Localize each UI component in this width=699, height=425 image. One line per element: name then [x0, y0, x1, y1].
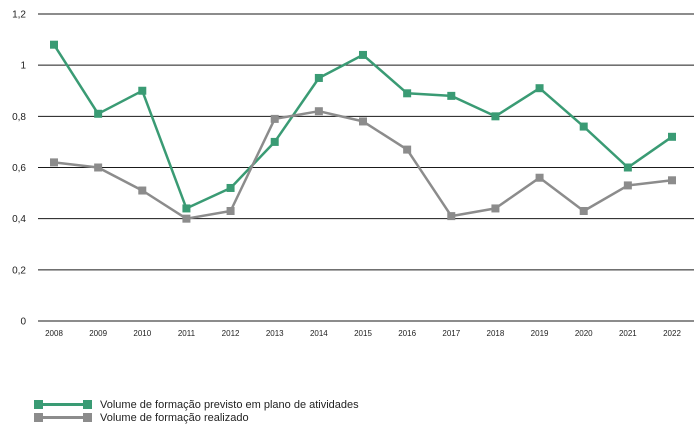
- data-point: [623, 163, 632, 172]
- x-axis-ticks: 2008 2009 2010 2011 2012 2013 2014 2015 2016 2017…: [45, 329, 681, 338]
- y-tick-label: 1,2: [12, 10, 26, 21]
- y-tick-label: 0: [20, 317, 26, 328]
- data-point: [94, 109, 103, 118]
- legend-label-previsto: Volume de formação previsto em plano de …: [100, 398, 359, 411]
- x-tick-label: 2020: [575, 329, 593, 338]
- legend-swatch-marker: [34, 413, 43, 422]
- data-point: [668, 176, 676, 185]
- x-tick-label: 2010: [133, 329, 151, 338]
- data-point: [359, 117, 367, 126]
- data-point: [270, 137, 279, 146]
- x-tick-label: 2016: [398, 329, 416, 338]
- x-tick-label: 2014: [310, 329, 328, 338]
- data-point: [535, 84, 544, 93]
- data-point: [314, 107, 323, 116]
- data-point: [182, 214, 191, 223]
- gridlines: [38, 13, 694, 322]
- data-point: [668, 132, 676, 141]
- legend-swatch-marker: [34, 400, 43, 409]
- data-point: [447, 212, 456, 221]
- x-tick-label: 2022: [663, 329, 681, 338]
- data-point: [579, 122, 588, 131]
- legend-item-realizado: Volume de formação realizado: [34, 411, 359, 424]
- data-point: [50, 158, 58, 167]
- legend-swatch-marker: [83, 400, 92, 409]
- data-point: [447, 91, 456, 100]
- series-lines: [52, 44, 673, 220]
- data-point: [535, 173, 544, 182]
- x-tick-label: 2009: [89, 329, 107, 338]
- x-tick-label: 2011: [178, 329, 196, 338]
- y-tick-label: 1: [20, 61, 26, 72]
- data-point: [94, 163, 103, 172]
- data-point: [403, 89, 412, 98]
- series-points: [50, 40, 676, 223]
- data-point: [314, 73, 323, 82]
- legend-swatch-line: [38, 416, 88, 419]
- data-point: [270, 114, 279, 123]
- data-point: [491, 204, 500, 213]
- data-point: [138, 186, 147, 195]
- series-line-0: [52, 44, 673, 210]
- y-tick-label: 0,2: [12, 265, 26, 276]
- y-tick-label: 0,6: [12, 163, 26, 174]
- data-point: [491, 112, 500, 121]
- data-point: [579, 206, 588, 215]
- x-tick-label: 2008: [45, 329, 63, 338]
- x-tick-label: 2015: [354, 329, 372, 338]
- y-axis-ticks: 0 0,2 0,4 0,6 0,8 1 1,2: [12, 10, 26, 328]
- data-point: [226, 206, 235, 215]
- legend-swatch-marker: [83, 413, 92, 422]
- legend-swatch-realizado: [34, 411, 92, 424]
- data-point: [50, 40, 58, 49]
- data-point: [359, 50, 367, 59]
- data-point: [623, 181, 632, 190]
- x-tick-label: 2012: [222, 329, 240, 338]
- data-point: [182, 204, 191, 213]
- series-line-1: [53, 109, 673, 220]
- legend-label-realizado: Volume de formação realizado: [100, 411, 249, 424]
- legend-swatch-line: [38, 403, 88, 406]
- x-tick-label: 2018: [487, 329, 505, 338]
- y-tick-label: 0,4: [12, 214, 26, 225]
- x-tick-label: 2017: [442, 329, 460, 338]
- y-tick-label: 0,8: [12, 112, 26, 123]
- legend: Volume de formação previsto em plano de …: [34, 398, 359, 424]
- data-point: [226, 183, 235, 192]
- data-point: [403, 145, 412, 154]
- x-tick-label: 2019: [531, 329, 549, 338]
- x-tick-label: 2013: [266, 329, 284, 338]
- x-tick-label: 2021: [619, 329, 637, 338]
- data-point: [138, 86, 147, 95]
- legend-swatch-previsto: [34, 398, 92, 411]
- legend-item-previsto: Volume de formação previsto em plano de …: [34, 398, 359, 411]
